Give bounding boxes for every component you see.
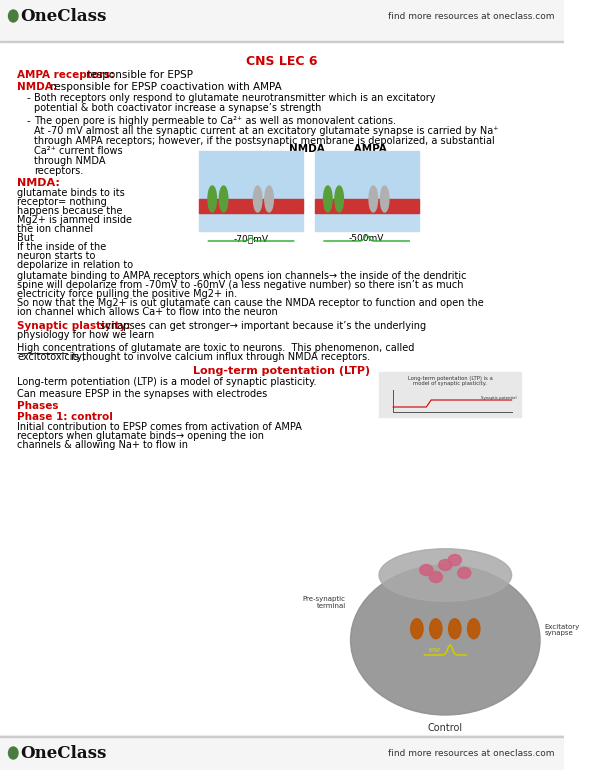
Text: Control: Control [428,723,463,733]
Bar [315,151,419,201]
Text: receptors when glutamate binds→ opening the ion: receptors when glutamate binds→ opening … [17,431,264,441]
Text: responsible for EPSP: responsible for EPSP [83,70,193,80]
Text: NMDA:: NMDA: [17,178,60,188]
Bar [199,199,303,213]
Text: NMDA:: NMDA: [17,82,57,92]
Text: ion channel which allows Ca+ to flow into the neuron: ion channel which allows Ca+ to flow int… [17,307,278,317]
Text: AMPA receptors:: AMPA receptors: [17,70,114,80]
Ellipse shape [369,186,378,212]
Text: High concentrations of glutamate are toxic to neurons.  This phenomenon, called: High concentrations of glutamate are tox… [17,343,418,353]
Ellipse shape [449,619,461,639]
Ellipse shape [324,186,332,212]
Text: Mg2+ is jammed inside: Mg2+ is jammed inside [17,215,132,225]
Text: Phases: Phases [17,401,58,411]
Text: the ion channel: the ion channel [17,224,93,234]
Text: Can measure EPSP in the synapses with electrodes: Can measure EPSP in the synapses with el… [17,389,267,399]
Ellipse shape [350,565,540,715]
Text: electricity force pulling the positive Mg2+ in.: electricity force pulling the positive M… [17,289,237,299]
Bar [0,0,563,40]
Text: Ca²⁺ current flows: Ca²⁺ current flows [34,146,123,156]
Text: OneClass: OneClass [20,745,107,762]
Text: glutamate binds to its: glutamate binds to its [17,188,125,198]
Text: receptor= nothing: receptor= nothing [17,197,107,207]
Text: model of synaptic plasticity.: model of synaptic plasticity. [413,381,487,386]
Text: But: But [17,233,34,243]
Text: At -70 mV almost all the synaptic current at an excitatory glutamate synapse is : At -70 mV almost all the synaptic curren… [34,126,499,136]
Text: Synaptic potential: Synaptic potential [481,396,516,400]
Ellipse shape [430,619,442,639]
Text: is thought to involve calcium influx through NMDA receptors.: is thought to involve calcium influx thr… [68,352,370,362]
Text: Long-term potentiation (LTP) is a model of synaptic plasticity.: Long-term potentiation (LTP) is a model … [17,377,317,387]
Text: through NMDA: through NMDA [34,156,105,166]
Ellipse shape [411,619,423,639]
Text: If the inside of the: If the inside of the [17,242,107,252]
Text: spine will depolarize from -70mV to -60mV (a less negative number) so there isn’: spine will depolarize from -70mV to -60m… [17,280,464,290]
Ellipse shape [439,560,452,571]
Ellipse shape [429,571,443,582]
Ellipse shape [220,186,228,212]
Text: potential & both coactivator increase a synapse’s strength: potential & both coactivator increase a … [34,103,321,113]
Text: -: - [27,116,30,126]
Ellipse shape [448,554,461,565]
Ellipse shape [335,186,343,212]
Ellipse shape [208,186,217,212]
Text: channels & allowing Na+ to flow in: channels & allowing Na+ to flow in [17,440,188,450]
Ellipse shape [8,10,18,22]
Text: find more resources at oneclass.com: find more resources at oneclass.com [388,748,555,758]
Ellipse shape [253,186,262,212]
Bar [199,151,303,201]
Text: Initial contribution to EPSP comes from activation of AMPA: Initial contribution to EPSP comes from … [17,422,302,432]
Text: depolarize in relation to: depolarize in relation to [17,260,133,270]
Text: excitotoxicity,: excitotoxicity, [17,352,85,362]
Text: Long-term potentation (LTP) is a: Long-term potentation (LTP) is a [408,376,493,381]
Bar [0,735,563,737]
Text: happens because the: happens because the [17,206,123,216]
Text: CNS LEC 6: CNS LEC 6 [246,55,317,68]
Text: NMDA        AMPA: NMDA AMPA [289,144,387,154]
Text: physiology for how we learn: physiology for how we learn [17,330,154,340]
Ellipse shape [265,186,273,212]
Bar [315,199,419,213]
Text: glutamate binding to AMPA receptors which opens ion channels→ the inside of the : glutamate binding to AMPA receptors whic… [17,271,466,281]
Text: find more resources at oneclass.com: find more resources at oneclass.com [388,12,555,21]
Text: -: - [27,93,30,103]
Text: -70㎡mV: -70㎡mV [234,234,268,243]
Ellipse shape [419,564,433,575]
Text: Excitatory
synapse: Excitatory synapse [545,624,580,637]
Text: The open pore is highly permeable to Ca²⁺ as well as monovalent cations.: The open pore is highly permeable to Ca²… [34,116,396,126]
Ellipse shape [8,747,18,759]
Ellipse shape [380,186,389,212]
Text: Both receptors only respond to glutamate neurotransmitter which is an excitatory: Both receptors only respond to glutamate… [34,93,436,103]
Text: responsible for EPSP coactivation with AMPA: responsible for EPSP coactivation with A… [48,82,282,92]
Text: OneClass: OneClass [20,8,107,25]
Bar [199,211,303,231]
Text: neuron starts to: neuron starts to [17,251,95,261]
Text: Pre-synaptic
terminal: Pre-synaptic terminal [303,596,346,609]
Text: So now that the Mg2+ is out glutamate can cause the NMDA receptor to function an: So now that the Mg2+ is out glutamate ca… [17,298,484,308]
Text: synapses can get stronger→ important because it’s the underlying: synapses can get stronger→ important bec… [96,321,426,331]
Text: EPSP: EPSP [428,648,440,653]
Ellipse shape [458,567,471,578]
Ellipse shape [379,549,512,601]
Text: through AMPA receptors; however, if the postsynaptic membrane is depolarized, a : through AMPA receptors; however, if the … [34,136,495,146]
Bar [315,211,419,231]
Text: Synaptic plasticity:: Synaptic plasticity: [17,321,130,331]
Text: receptors.: receptors. [34,166,83,176]
Ellipse shape [468,619,480,639]
Text: -500mV: -500mV [349,234,384,243]
Text: Phase 1: control: Phase 1: control [17,412,113,422]
Bar [0,735,563,770]
Text: Long-term potentation (LTP): Long-term potentation (LTP) [193,366,370,376]
Bar [0,41,563,42]
Bar [379,372,521,417]
